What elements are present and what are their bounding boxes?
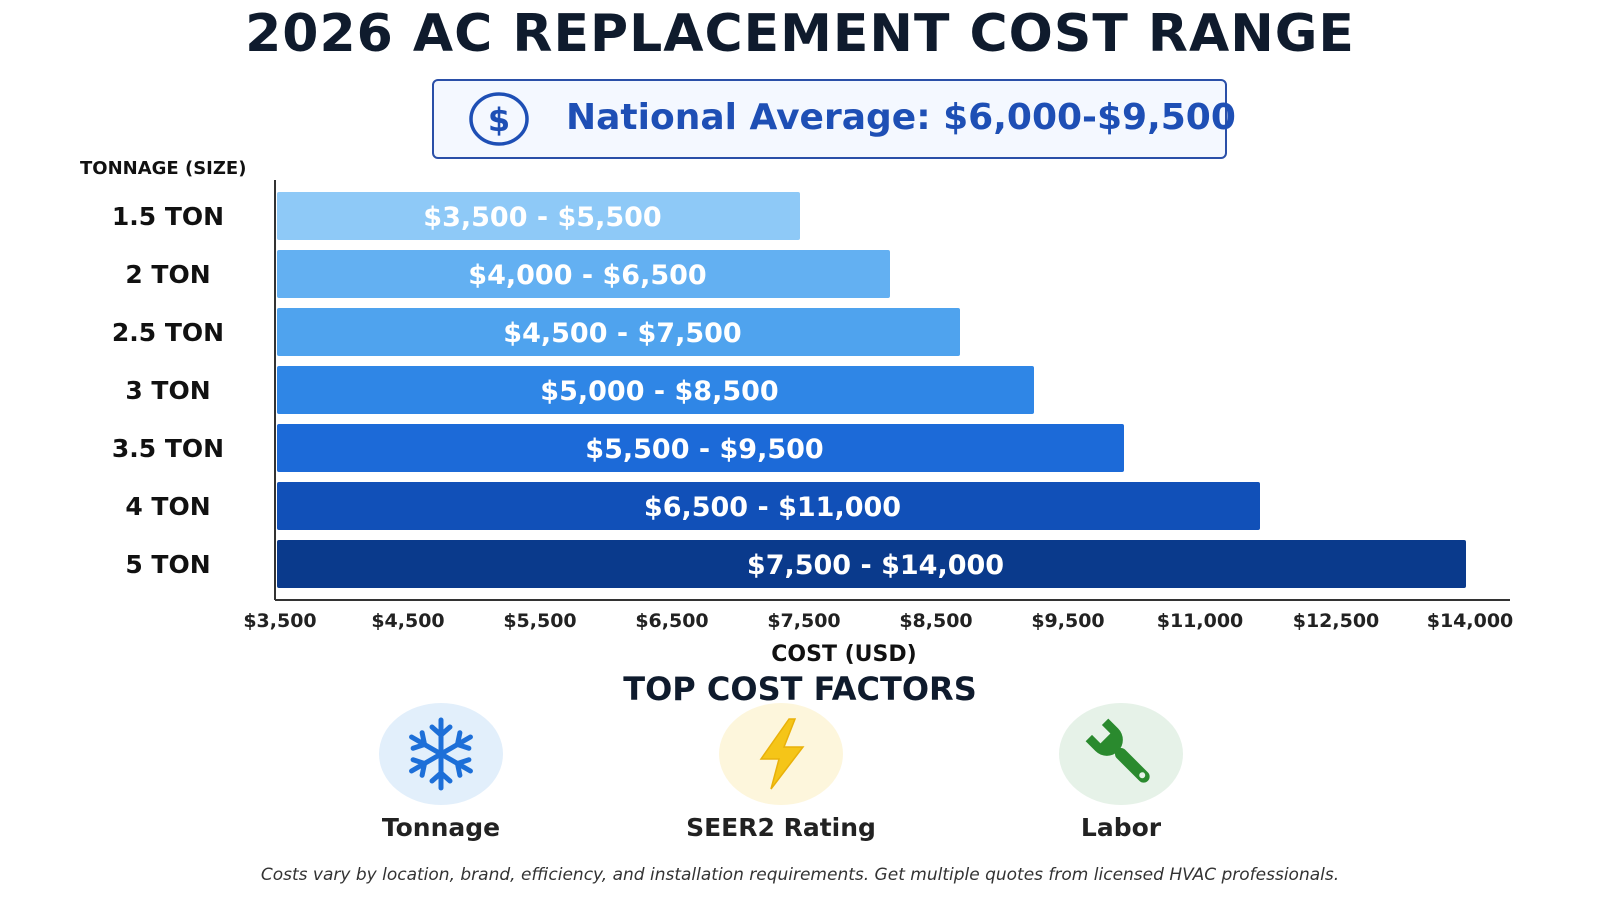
bar-3 — [277, 366, 1034, 414]
footnote: Costs vary by location, brand, efficienc… — [260, 865, 1340, 885]
national-average-text: National Average: $6,000-$9,500 — [566, 97, 1236, 138]
y-axis-label: TONNAGE (SIZE) — [80, 158, 246, 179]
category-label-2: 2.5 TON — [112, 318, 224, 347]
bar-0 — [277, 192, 800, 240]
x-tick-label-9: $14,000 — [1427, 610, 1514, 632]
bar-label-6: $7,500 - $14,000 — [747, 550, 1004, 581]
x-tick-label-8: $12,500 — [1293, 610, 1380, 632]
x-tick-label-0: $3,500 — [243, 610, 316, 632]
factor-label-labor: Labor — [1080, 813, 1162, 842]
bar-label-4: $5,500 - $9,500 — [585, 434, 823, 465]
bar-label-1: $4,000 - $6,500 — [468, 260, 706, 291]
lightning-icon — [719, 703, 843, 805]
bar-4 — [277, 424, 1124, 472]
bar-label-0: $3,500 - $5,500 — [423, 202, 661, 233]
category-label-3: 3 TON — [125, 376, 210, 405]
bar-2 — [277, 308, 960, 356]
factor-labor: Labor — [1021, 703, 1221, 842]
category-label-4: 3.5 TON — [112, 434, 224, 463]
factor-label-tonnage: Tonnage — [381, 813, 501, 842]
x-tick-label-3: $6,500 — [635, 610, 708, 632]
bar-5 — [277, 482, 1260, 530]
national-average-banner: $ National Average: $6,000-$9,500 — [432, 79, 1236, 159]
x-tick-label-1: $4,500 — [371, 610, 444, 632]
bar-6 — [277, 540, 1466, 588]
bar-label-2: $4,500 - $7,500 — [503, 318, 741, 349]
bar-label-5: $6,500 - $11,000 — [644, 492, 901, 523]
snowflake-icon — [379, 703, 503, 805]
category-label-0: 1.5 TON — [112, 202, 224, 231]
wrench-icon — [1059, 703, 1183, 805]
x-tick-label-6: $9,500 — [1031, 610, 1104, 632]
category-label-5: 4 TON — [125, 492, 210, 521]
x-tick-label-7: $11,000 — [1157, 610, 1244, 632]
svg-text:$: $ — [488, 101, 510, 139]
factor-tonnage: Tonnage — [341, 703, 541, 842]
dollar-icon: $ — [469, 92, 529, 146]
bar-1 — [277, 250, 890, 298]
category-label-6: 5 TON — [125, 550, 210, 579]
x-tick-label-2: $5,500 — [503, 610, 576, 632]
category-label-1: 2 TON — [125, 260, 210, 289]
factors-title: TOP COST FACTORS — [623, 670, 977, 708]
x-axis-label: COST (USD) — [771, 642, 916, 667]
bar-label-3: $5,000 - $8,500 — [540, 376, 778, 407]
x-tick-label-5: $8,500 — [899, 610, 972, 632]
cost-range-chart: TONNAGE (SIZE) $3,500 - $5,500 1.5 TON $4,0… — [80, 158, 1514, 667]
x-tick-label-4: $7,500 — [767, 610, 840, 632]
factor-seer2: SEER2 Rating — [681, 703, 881, 842]
page-title: 2026 AC REPLACEMENT COST RANGE — [245, 4, 1355, 64]
factor-label-seer2: SEER2 Rating — [686, 813, 876, 842]
